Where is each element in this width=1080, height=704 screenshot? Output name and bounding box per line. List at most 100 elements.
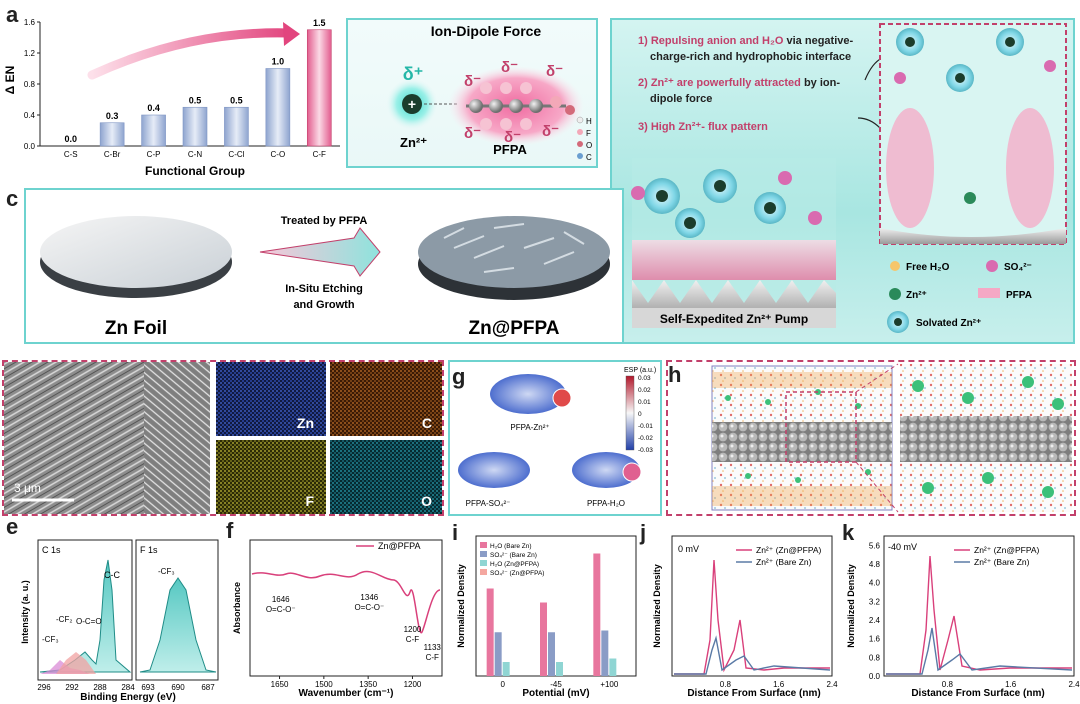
arrow-bottom-label-2: and Growth bbox=[293, 299, 354, 311]
zn-pfpa-label: Zn@PFPA bbox=[468, 318, 559, 339]
chart-a: 0.0 0.4 0.8 1.2 1.6 0.0 C-S 0.3 C-Br 0.4 C-P 0.5 C-… bbox=[3, 18, 340, 178]
ftir-peak-label: 1646 bbox=[272, 595, 290, 604]
j-xtick-label: 1.6 bbox=[773, 680, 785, 689]
xps-c1s-xtick: 292 bbox=[65, 683, 79, 692]
i-bar bbox=[601, 630, 609, 676]
i-legend-label: SO₄²⁻ (Bare Zn) bbox=[490, 552, 537, 559]
j-series-bare bbox=[674, 635, 831, 675]
i-legend-swatch bbox=[480, 542, 487, 548]
ftir-peak-group: C-F bbox=[406, 635, 419, 644]
k-xlabel: Distance From Surface (nm) bbox=[911, 688, 1044, 699]
chart-i-frame bbox=[475, 535, 637, 677]
xps-c1s-xtick: 288 bbox=[93, 683, 107, 692]
peak-cf3: -CF₃ bbox=[42, 635, 59, 644]
a-bar-C-N bbox=[182, 106, 208, 147]
ftir-peak-group: C-F bbox=[426, 653, 439, 662]
esp-mol-zn bbox=[490, 374, 566, 414]
xps-f1s-title: F 1s bbox=[140, 545, 158, 555]
trend-arrow-head bbox=[283, 22, 300, 46]
md-zn-slab bbox=[712, 422, 892, 462]
xps-ylabel: Intensity (a. u.) bbox=[20, 580, 30, 644]
esp-title: ESP (a.u.) bbox=[624, 367, 656, 374]
xps-f1s-xtick: 687 bbox=[201, 683, 215, 692]
panel-label-e: e bbox=[6, 514, 19, 539]
i-legend-label: H₂O (Bare Zn) bbox=[490, 543, 532, 550]
panel-c-illustration: Zn Foil Treated by PFPA In-Situ Etching … bbox=[40, 215, 610, 339]
point2-line2: dipole force bbox=[650, 93, 712, 105]
panel-d-frame bbox=[2, 360, 444, 516]
k-ytick-label: 2.4 bbox=[869, 616, 881, 625]
ftir-xtick-label: 1650 bbox=[271, 680, 289, 689]
molecule-label: PFPA bbox=[493, 142, 527, 157]
pfpa-layer bbox=[632, 240, 836, 280]
point1-highlight: 1) Repulsing anion and H₂O bbox=[638, 35, 784, 47]
a-category-label: C-O bbox=[271, 150, 286, 159]
j-xtick-label: 0.8 bbox=[720, 680, 732, 689]
a-ytick-label: 0.0 bbox=[24, 142, 36, 151]
k-series-pfpa bbox=[886, 555, 1072, 675]
arrow-bottom-label-1: In-Situ Etching bbox=[285, 283, 363, 295]
svg-text:O: O bbox=[586, 141, 592, 150]
esp-label-zn: PFPA-Zn²⁺ bbox=[510, 423, 549, 432]
panel-label-i: i bbox=[452, 520, 459, 545]
atom-legend: H F O C bbox=[576, 116, 592, 162]
i-bar bbox=[540, 602, 547, 676]
zn-label: Zn²⁺ bbox=[400, 135, 427, 150]
j-xtick-label: 2.4 bbox=[826, 680, 838, 689]
ftir-xtick-label: 1200 bbox=[404, 680, 422, 689]
i-bar bbox=[502, 662, 510, 676]
a-bar-C-O bbox=[265, 68, 291, 147]
i-xtick-label: +100 bbox=[600, 680, 619, 689]
j-legend-bare: Zn²⁺ (Bare Zn) bbox=[756, 557, 812, 567]
ftir-peak-group: O=C-O⁻ bbox=[354, 603, 384, 612]
i-bar bbox=[609, 658, 617, 676]
i-legend-swatch bbox=[480, 551, 487, 557]
svg-text:Solvated Zn²⁺: Solvated Zn²⁺ bbox=[916, 318, 981, 329]
ftir-xtick-label: 1500 bbox=[315, 680, 333, 689]
esp-label-so4: PFPA-SO₄²⁻ bbox=[466, 499, 511, 508]
j-ylabel: Normalized Density bbox=[652, 564, 662, 648]
chart-i-ylabel: Normalized Density bbox=[456, 564, 466, 648]
svg-text:C: C bbox=[586, 153, 592, 162]
delta-minus-5: δ⁻ bbox=[504, 129, 521, 146]
k-ytick-label: 0.8 bbox=[869, 653, 881, 662]
peak-cc: C-C bbox=[104, 570, 120, 580]
svg-text:1) Repulsing anion and H₂O via: 1) Repulsing anion and H₂O via negative- bbox=[638, 35, 853, 47]
a-bar-C-F bbox=[306, 29, 332, 147]
ftir-curve bbox=[251, 570, 441, 634]
ftir-peak-label: 1133 bbox=[424, 643, 442, 652]
k-ylabel: Normalized Density bbox=[846, 564, 856, 648]
trend-arrow bbox=[87, 28, 295, 80]
zn-pfpa bbox=[418, 216, 610, 288]
k-legend-pfpa: Zn²⁺ (Zn@PFPA) bbox=[974, 545, 1040, 555]
a-bar-value: 0.3 bbox=[106, 111, 119, 121]
panel-h-illustration bbox=[711, 363, 1072, 513]
svg-text:Free H₂O: Free H₂O bbox=[906, 262, 950, 273]
eds-label-f: F bbox=[305, 493, 314, 509]
i-xtick-label: 0 bbox=[500, 680, 505, 689]
k-xtick-label: 0.8 bbox=[942, 680, 954, 689]
xps-f1s-xtick: 690 bbox=[171, 683, 185, 692]
ftir-peak-group: O=C-O⁻ bbox=[266, 605, 296, 614]
xps-c1s-xtick: 284 bbox=[121, 683, 135, 692]
chart-j: 0 mV Zn²⁺ (Zn@PFPA) Zn²⁺ (Bare Zn) 0.8 1.… bbox=[652, 535, 838, 699]
k-xtick-label: 1.6 bbox=[1005, 680, 1017, 689]
i-bar bbox=[494, 632, 502, 676]
a-category-label: C-F bbox=[313, 150, 326, 159]
a-bar-value: 0.0 bbox=[64, 134, 77, 144]
treatment-arrow bbox=[259, 227, 381, 277]
delta-minus-1: δ⁻ bbox=[464, 73, 481, 90]
svg-text:H: H bbox=[586, 117, 592, 126]
esp-tick: -0.01 bbox=[638, 423, 653, 430]
ftir-frame bbox=[249, 539, 443, 677]
i-bar bbox=[556, 662, 563, 676]
i-legend-swatch bbox=[480, 560, 487, 566]
svg-text:F: F bbox=[586, 129, 591, 138]
svg-text:+: + bbox=[408, 96, 416, 112]
panel-h-frame bbox=[666, 360, 1076, 516]
eds-map-f bbox=[216, 440, 326, 514]
a-ytick-label: 0.4 bbox=[24, 111, 36, 120]
xps-c1s-title: C 1s bbox=[42, 545, 61, 555]
a-category-label: C-Br bbox=[104, 150, 121, 159]
k-ytick-label: 4.8 bbox=[869, 560, 881, 569]
